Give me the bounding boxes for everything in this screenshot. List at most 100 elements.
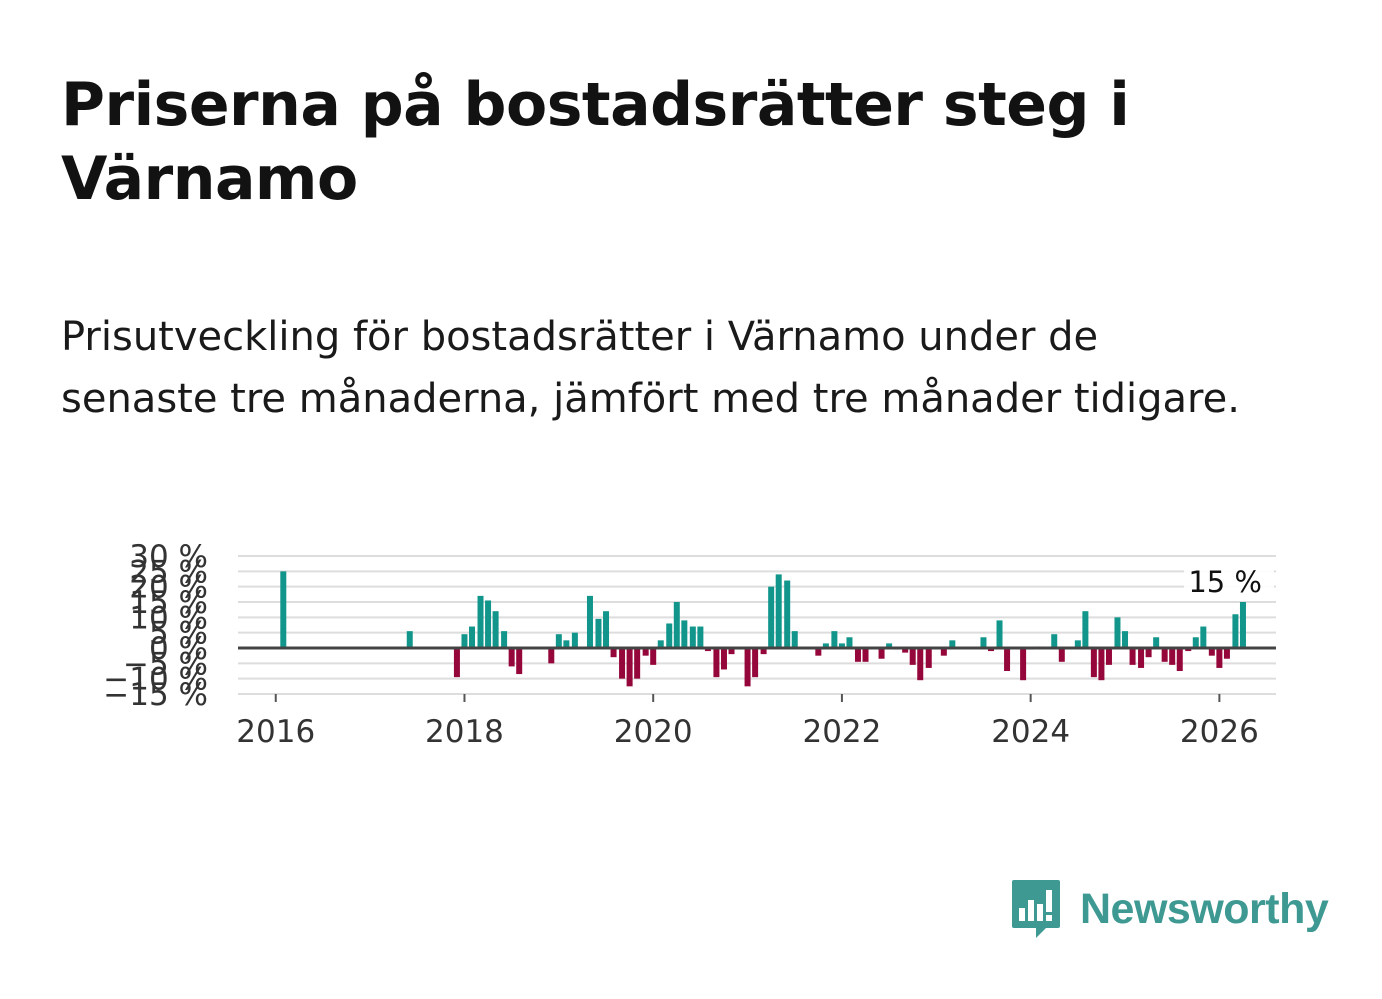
- bar: [673, 602, 680, 648]
- bar: [886, 643, 893, 648]
- bar-series: [280, 571, 1246, 687]
- brand-name: Newsworthy: [1080, 884, 1329, 933]
- bar: [831, 631, 838, 648]
- last-value-label-background: [1184, 566, 1274, 600]
- bar: [917, 648, 924, 681]
- bar: [619, 648, 626, 679]
- bar: [689, 626, 696, 648]
- bar: [815, 648, 822, 656]
- bar: [996, 620, 1003, 648]
- bar: [642, 648, 649, 656]
- bar: [1105, 648, 1112, 665]
- bar: [1216, 648, 1223, 668]
- bar: [704, 648, 711, 652]
- bar: [720, 648, 727, 670]
- x-tick-label: 2016: [236, 714, 315, 750]
- bar: [1004, 648, 1011, 671]
- bar: [681, 620, 688, 648]
- bar: [595, 618, 602, 648]
- y-tick-label: −10 %: [103, 662, 208, 698]
- bar: [940, 648, 947, 656]
- bar: [775, 574, 782, 648]
- bar: [280, 571, 287, 648]
- bar: [1020, 648, 1027, 681]
- bar: [650, 648, 657, 665]
- bar: [406, 631, 413, 648]
- last-value-label-text: 15 %: [1188, 565, 1262, 599]
- newsworthy-logo-icon: [1012, 880, 1060, 938]
- x-tick-label: 2024: [991, 714, 1070, 750]
- bar: [768, 586, 775, 648]
- bar: [555, 634, 562, 648]
- bar: [453, 648, 460, 678]
- bar: [469, 626, 476, 648]
- last-value-label: 15 %: [1184, 565, 1274, 600]
- bar: [1098, 648, 1105, 681]
- bar: [1153, 637, 1160, 648]
- bar: [461, 634, 468, 648]
- brand-logo: Newsworthy: [1010, 878, 1329, 940]
- bar: [791, 631, 798, 648]
- bar: [822, 643, 829, 648]
- bar: [713, 648, 720, 678]
- y-tick-label: 20 %: [129, 570, 208, 606]
- bar: [925, 648, 932, 668]
- bar: [1051, 634, 1058, 648]
- bar: [603, 611, 610, 648]
- bar: [1114, 617, 1121, 648]
- bar: [1200, 626, 1207, 648]
- bar: [485, 600, 492, 648]
- bar: [634, 648, 641, 679]
- bar: [752, 648, 759, 678]
- bar: [1208, 648, 1215, 656]
- bar: [508, 648, 515, 667]
- bar: [516, 648, 523, 675]
- bar: [657, 640, 664, 648]
- x-tick-label: 2020: [614, 714, 693, 750]
- bar: [988, 648, 995, 652]
- y-tick-label: 30 %: [129, 539, 208, 575]
- bar: [1090, 648, 1097, 678]
- y-axis: −15 %−10 %−5 %0 %5 %10 %15 %20 %25 %30 %: [103, 539, 208, 713]
- bar: [477, 595, 484, 648]
- x-tick-label: 2018: [425, 714, 504, 750]
- bar: [878, 648, 885, 659]
- bar: [501, 631, 508, 648]
- bar: [1082, 611, 1089, 648]
- bar: [902, 648, 909, 653]
- bar: [1129, 648, 1136, 665]
- bar: [760, 648, 767, 655]
- bar: [610, 648, 617, 658]
- bar: [626, 648, 633, 687]
- bar: [1185, 648, 1192, 652]
- bar: [1138, 648, 1145, 668]
- price-change-bar-chart: −15 %−10 %−5 %0 %5 %10 %15 %20 %25 %30 %…: [103, 539, 1276, 750]
- bar: [1161, 648, 1168, 662]
- page-title: Priserna på bostadsrätter steg i Värnamo: [61, 70, 1130, 214]
- bar: [666, 623, 673, 648]
- bar: [1223, 648, 1230, 659]
- bar: [492, 611, 499, 648]
- bar: [838, 643, 845, 648]
- bar: [571, 632, 578, 648]
- bar: [862, 648, 869, 662]
- bar: [846, 637, 853, 648]
- bar: [1145, 648, 1152, 658]
- bar: [744, 648, 751, 687]
- y-tick-label: 0 %: [149, 631, 208, 667]
- chart-subtitle: Prisutveckling för bostadsrätter i Värna…: [61, 314, 1240, 422]
- bar: [1192, 637, 1199, 648]
- bar: [728, 648, 735, 655]
- bar: [1239, 602, 1246, 648]
- bar: [784, 580, 791, 648]
- bar: [548, 648, 555, 664]
- bar: [1176, 648, 1183, 671]
- y-tick-label: 5 %: [149, 616, 208, 652]
- y-tick-label: 15 %: [129, 585, 208, 621]
- bar: [854, 648, 861, 662]
- x-tick-label: 2026: [1180, 714, 1259, 750]
- bar: [949, 640, 956, 648]
- bar: [1058, 648, 1065, 662]
- bar: [563, 640, 570, 648]
- bar: [1232, 614, 1239, 648]
